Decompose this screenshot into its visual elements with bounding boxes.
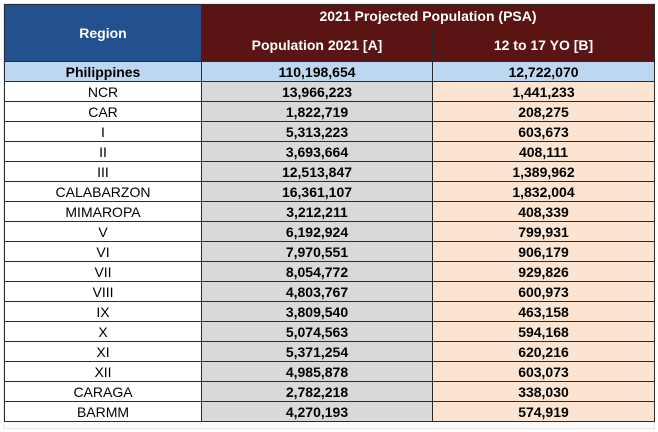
youth-cell: 603,073 bbox=[432, 361, 655, 382]
youth-cell: 1,389,962 bbox=[432, 161, 655, 182]
youth-cell: 408,339 bbox=[432, 201, 655, 222]
population-cell: 2,782,218 bbox=[201, 381, 433, 402]
region-cell: NCR bbox=[4, 81, 202, 102]
region-cell: V bbox=[4, 221, 202, 242]
table-row: VI 7,970,551 906,179 bbox=[4, 241, 655, 262]
youth-cell: 574,919 bbox=[432, 401, 655, 422]
summary-region-cell: Philippines bbox=[4, 61, 202, 82]
population-cell: 4,803,767 bbox=[201, 281, 433, 302]
population-cell: 4,985,878 bbox=[201, 361, 433, 382]
population-cell: 13,966,223 bbox=[201, 81, 433, 102]
region-cell: CAR bbox=[4, 101, 202, 122]
population-cell: 3,809,540 bbox=[201, 301, 433, 322]
table-row: CAR 1,822,719 208,275 bbox=[4, 101, 655, 122]
table-row: XII 4,985,878 603,073 bbox=[4, 361, 655, 382]
table-row: BARMM 4,270,193 574,919 bbox=[4, 401, 655, 422]
population-cell: 3,212,211 bbox=[201, 201, 433, 222]
population-cell: 6,192,924 bbox=[201, 221, 433, 242]
region-cell: IX bbox=[4, 301, 202, 322]
region-cell: X bbox=[4, 321, 202, 342]
region-cell: I bbox=[4, 121, 202, 142]
region-cell: II bbox=[4, 141, 202, 162]
table-row: II 3,693,664 408,111 bbox=[4, 141, 655, 162]
region-cell: CARAGA bbox=[4, 381, 202, 402]
population-cell: 3,693,664 bbox=[201, 141, 433, 162]
population-2021-column-header: Population 2021 [A] bbox=[201, 27, 433, 62]
population-cell: 12,513,847 bbox=[201, 161, 433, 182]
population-cell: 16,361,107 bbox=[201, 181, 433, 202]
table-row: IX 3,809,540 463,158 bbox=[4, 301, 655, 322]
youth-cell: 799,931 bbox=[432, 221, 655, 242]
table-row: III 12,513,847 1,389,962 bbox=[4, 161, 655, 182]
youth-cell: 1,832,004 bbox=[432, 181, 655, 202]
region-cell: CALABARZON bbox=[4, 181, 202, 202]
region-cell: VII bbox=[4, 261, 202, 282]
table-row: V 6,192,924 799,931 bbox=[4, 221, 655, 242]
table-row: VII 8,054,772 929,826 bbox=[4, 261, 655, 282]
table-row: NCR 13,966,223 1,441,233 bbox=[4, 81, 655, 102]
table-row: I 5,313,223 603,673 bbox=[4, 121, 655, 142]
youth-cell: 1,441,233 bbox=[432, 81, 655, 102]
summary-population-cell: 110,198,654 bbox=[201, 61, 433, 82]
table-row: VIII 4,803,767 600,973 bbox=[4, 281, 655, 302]
youth-cell: 906,179 bbox=[432, 241, 655, 262]
age-12-17-column-header: 12 to 17 YO [B] bbox=[432, 27, 655, 62]
summary-row: Philippines 110,198,654 12,722,070 bbox=[4, 61, 655, 82]
table-row: CARAGA 2,782,218 338,030 bbox=[4, 381, 655, 402]
population-cell: 7,970,551 bbox=[201, 241, 433, 262]
population-cell: 4,270,193 bbox=[201, 401, 433, 422]
table-row: CALABARZON 16,361,107 1,832,004 bbox=[4, 181, 655, 202]
population-table: Region 2021 Projected Population (PSA) P… bbox=[4, 4, 655, 422]
youth-cell: 463,158 bbox=[432, 301, 655, 322]
population-cell: 5,371,254 bbox=[201, 341, 433, 362]
population-cell: 5,313,223 bbox=[201, 121, 433, 142]
table-row: XI 5,371,254 620,216 bbox=[4, 341, 655, 362]
population-cell: 5,074,563 bbox=[201, 321, 433, 342]
youth-cell: 603,673 bbox=[432, 121, 655, 142]
summary-youth-cell: 12,722,070 bbox=[432, 61, 655, 82]
table-row: MIMAROPA 3,212,211 408,339 bbox=[4, 201, 655, 222]
youth-cell: 594,168 bbox=[432, 321, 655, 342]
region-cell: XII bbox=[4, 361, 202, 382]
region-cell: BARMM bbox=[4, 401, 202, 422]
population-cell: 1,822,719 bbox=[201, 101, 433, 122]
youth-cell: 929,826 bbox=[432, 261, 655, 282]
region-cell: III bbox=[4, 161, 202, 182]
table-header: Region 2021 Projected Population (PSA) P… bbox=[4, 4, 655, 62]
youth-cell: 338,030 bbox=[432, 381, 655, 402]
region-cell: VIII bbox=[4, 281, 202, 302]
region-cell: XI bbox=[4, 341, 202, 362]
youth-cell: 208,275 bbox=[432, 101, 655, 122]
region-cell: MIMAROPA bbox=[4, 201, 202, 222]
table-row: X 5,074,563 594,168 bbox=[4, 321, 655, 342]
youth-cell: 408,111 bbox=[432, 141, 655, 162]
table-body: Philippines 110,198,654 12,722,070 NCR 13… bbox=[4, 61, 655, 422]
population-cell: 8,054,772 bbox=[201, 261, 433, 282]
projected-population-group-header: 2021 Projected Population (PSA) bbox=[201, 4, 655, 28]
region-column-header: Region bbox=[4, 4, 202, 62]
youth-cell: 620,216 bbox=[432, 341, 655, 362]
youth-cell: 600,973 bbox=[432, 281, 655, 302]
region-cell: VI bbox=[4, 241, 202, 262]
